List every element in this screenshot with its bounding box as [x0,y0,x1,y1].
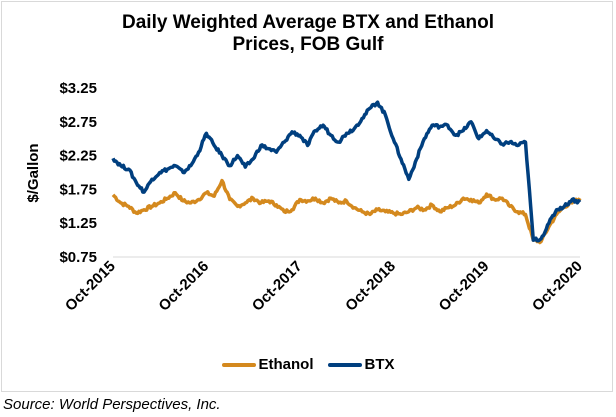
y-axis-ticks: $3.25 $2.75 $2.25 $1.75 $1.25 $0.75 [59,80,97,266]
x-axis-ticks: Oct-2015 Oct-2016 Oct-2017 Oct-2018 Oct-2019… [62,258,586,315]
series-lines [111,100,582,245]
x-tick-label: Oct-2015 [62,258,119,315]
chart-title-line-2: Prices, FOB Gulf [232,34,384,55]
legend-label-ethanol: Ethanol [258,356,314,373]
x-tick-label: Oct-2020 [529,258,586,315]
x-tick-label: Oct-2019 [436,258,493,315]
y-tick-label: $3.25 [59,80,97,97]
x-tick-label: Oct-2016 [155,258,212,315]
x-tick-label: Oct-2017 [249,258,306,315]
series-line-ethanol [111,178,582,245]
legend-swatch-ethanol [221,362,256,367]
y-tick-label: $1.25 [59,215,97,232]
y-tick-label: $2.25 [59,148,97,165]
series-line-btx [111,100,582,243]
y-tick-label: $1.75 [59,181,97,198]
legend-label-btx: BTX [364,356,395,373]
chart-frame [1,1,613,392]
x-tick-label: Oct-2018 [342,258,399,315]
legend: Ethanol BTX [0,356,616,373]
chart-title-line: Daily Weighted Average BTX and Ethanol Pr… [0,12,616,56]
y-axis-label: $/Gallon [25,143,42,202]
chart-title: Daily Weighted Average BTX and Ethanol Pr… [0,12,616,56]
legend-item-btx[interactable]: BTX [327,356,395,373]
legend-item-ethanol[interactable]: Ethanol [221,356,314,373]
y-tick-label: $2.75 [59,114,97,131]
legend-swatch-btx [327,362,362,367]
chart-title-line-1: Daily Weighted Average BTX and Ethanol [122,12,494,33]
source-note: Source: World Perspectives, Inc. [3,396,221,413]
y-tick-label: $0.75 [59,249,97,266]
